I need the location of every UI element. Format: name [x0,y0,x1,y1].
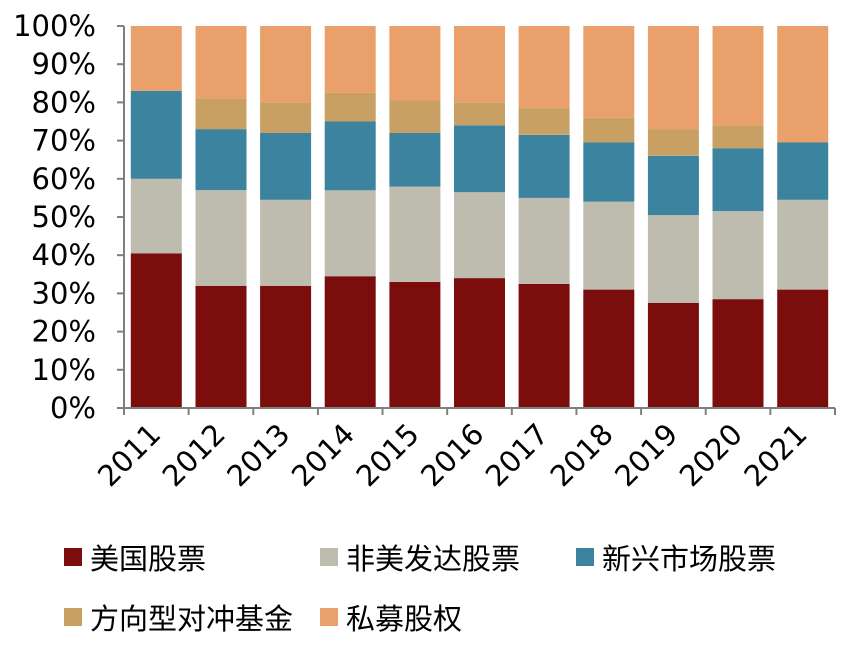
x-tick-label-2018: 2018 [543,417,619,493]
bar-segment-2018-series-4 [583,26,635,118]
bar-segment-2017-series-3 [518,108,570,135]
y-tick-label-7: 70% [32,124,96,158]
bar-segment-2012-series-4 [195,26,247,99]
bar-segment-2016-series-0 [454,278,505,408]
bar-segment-2020-series-1 [712,211,764,300]
y-tick-label-9: 90% [32,47,96,81]
x-tick-label-2013: 2013 [220,417,296,493]
bar-segment-2013-series-4 [260,26,312,103]
bar-segment-2021-series-2 [777,142,829,200]
y-tick-label-5: 50% [32,200,96,234]
y-tick-label-4: 40% [32,238,96,272]
bar-segment-2015-series-2 [389,133,441,187]
bar-segment-2018-series-0 [583,289,635,408]
bar-segment-2016-series-1 [454,192,505,279]
bar-segment-2012-series-1 [195,190,247,286]
x-tick-label-2019: 2019 [608,417,684,493]
y-tick-label-10: 100% [13,9,96,43]
x-tick-label-2014: 2014 [285,417,361,493]
bar-segment-2019-series-1 [647,215,699,303]
bar-segment-2020-series-3 [712,125,764,149]
bar-segment-2017-series-2 [518,134,570,198]
bar-segment-2013-series-0 [260,285,312,408]
bar-segment-2021-series-0 [777,289,829,408]
bar-segment-2014-series-2 [324,121,376,191]
y-tick-label-3: 30% [32,276,96,310]
x-tick-label-2017: 2017 [479,417,555,493]
x-tick-label-2011: 2011 [91,417,167,493]
bar-segment-2012-series-0 [195,285,247,408]
y-tick-label-0: 0% [50,391,96,425]
axes-group [117,25,836,415]
bar-segment-2017-series-1 [518,197,570,284]
bar-segment-2016-series-2 [454,125,505,193]
x-tick-label-2016: 2016 [414,417,490,493]
bar-segment-2011-series-0 [130,253,182,408]
bar-segment-2014-series-0 [324,276,376,408]
y-tick-label-2: 20% [32,315,96,349]
bar-segment-2015-series-4 [389,26,441,101]
bar-segment-2019-series-0 [647,302,699,408]
bar-segment-2013-series-1 [260,199,312,286]
bar-segment-2019-series-2 [647,155,699,216]
bar-segment-2021-series-1 [777,199,829,290]
bar-segment-2018-series-2 [583,142,635,202]
bar-segment-2013-series-3 [260,102,312,133]
bar-segment-2020-series-0 [712,299,764,408]
bar-segment-2011-series-1 [130,178,182,254]
bar-segment-2015-series-1 [389,186,441,282]
bar-segment-2012-series-3 [195,98,247,130]
bar-segment-2014-series-4 [324,26,376,93]
y-tick-label-1: 10% [32,353,96,387]
bar-segment-2015-series-0 [389,281,441,408]
bar-segment-2019-series-4 [647,26,699,130]
bar-segment-2015-series-3 [389,100,441,133]
bar-segment-2012-series-2 [195,129,247,191]
x-tick-label-2012: 2012 [156,417,232,493]
bar-segment-2014-series-3 [324,92,376,122]
bar-segment-2021-series-4 [777,26,829,143]
bars-group [130,26,829,408]
bar-segment-2018-series-1 [583,201,635,290]
y-tick-label-6: 60% [32,162,96,196]
bar-segment-2013-series-2 [260,133,312,200]
bar-segment-2016-series-4 [454,26,505,103]
bar-segment-2017-series-0 [518,283,570,408]
bar-segment-2014-series-1 [324,190,376,277]
bar-segment-2011-series-2 [130,90,182,179]
bar-segment-2016-series-3 [454,102,505,126]
x-tick-label-2020: 2020 [673,417,749,493]
bar-segment-2018-series-3 [583,117,635,143]
y-tick-label-8: 80% [32,85,96,119]
bar-segment-2017-series-4 [518,26,570,109]
x-tick-label-2015: 2015 [350,417,426,493]
bar-segment-2011-series-4 [130,26,182,91]
bar-segment-2020-series-2 [712,148,764,212]
x-tick-label-2021: 2021 [737,417,813,493]
bar-segment-2020-series-4 [712,26,764,126]
bar-segment-2019-series-3 [647,129,699,156]
